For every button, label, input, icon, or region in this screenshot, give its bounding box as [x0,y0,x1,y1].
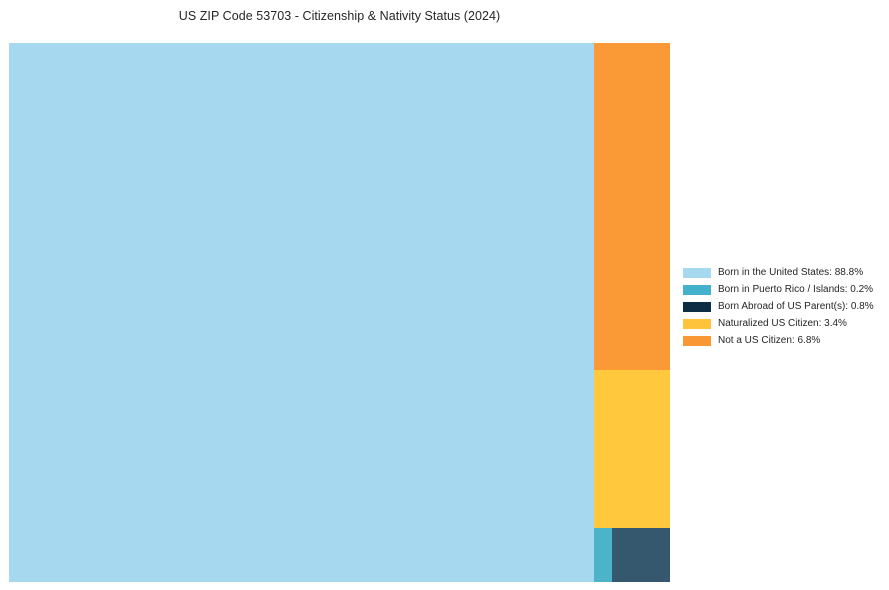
legend-color-swatch [683,267,711,278]
legend-item-born-abroad-of-us-parents[interactable]: Born Abroad of US Parent(s): 0.8% [683,298,883,315]
legend-item-label: Born in Puerto Rico / Islands: 0.2% [718,284,874,295]
legend-color-swatch [683,284,711,295]
legend-color-swatch [683,301,711,312]
legend-item-label: Born Abroad of US Parent(s): 0.8% [718,301,874,312]
treemap-tile-born-abroad-of-us-parents[interactable] [611,528,670,582]
legend-item-not-a-us-citizen[interactable]: Not a US Citizen: 6.8% [683,332,883,349]
legend-item-naturalized-us-citizen[interactable]: Naturalized US Citizen: 3.4% [683,315,883,332]
treemap-plot-area [9,43,670,582]
legend-color-swatch [683,335,711,346]
legend-item-born-in-the-united-states[interactable]: Born in the United States: 88.8% [683,264,883,281]
legend-color-swatch [683,318,711,329]
legend-item-label: Born in the United States: 88.8% [718,267,864,278]
legend-item-born-in-puerto-rico-islands[interactable]: Born in Puerto Rico / Islands: 0.2% [683,281,883,298]
treemap-tile-not-a-us-citizen[interactable] [593,43,670,371]
legend-item-label: Naturalized US Citizen: 3.4% [718,318,847,329]
treemap-tile-born-in-the-united-states[interactable] [9,43,594,582]
chart-legend: Born in the United States: 88.8% Born in… [683,264,883,349]
legend-item-label: Not a US Citizen: 6.8% [718,335,821,346]
chart-title: US ZIP Code 53703 - Citizenship & Nativi… [178,9,501,23]
treemap-tile-born-in-puerto-rico-islands[interactable] [593,528,612,582]
treemap-tile-naturalized-us-citizen[interactable] [593,370,670,529]
